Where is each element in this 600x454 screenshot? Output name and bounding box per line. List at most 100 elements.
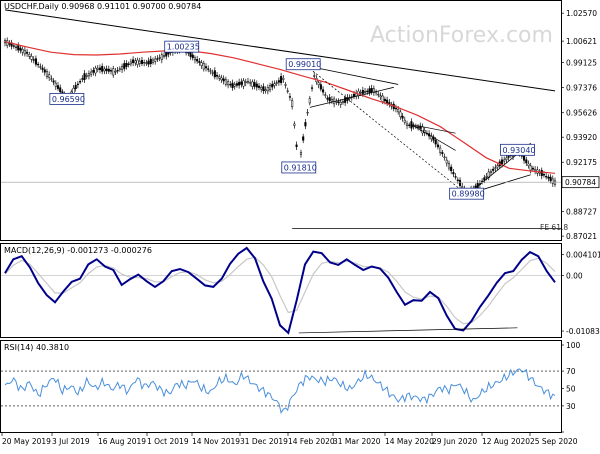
candle-body bbox=[59, 87, 62, 93]
candle-body bbox=[302, 136, 305, 141]
candle-body bbox=[379, 95, 382, 98]
candle-body bbox=[456, 179, 459, 181]
x-axis-label: 29 Jun 2020 bbox=[432, 437, 477, 446]
candle-body bbox=[165, 52, 168, 57]
candle-body bbox=[485, 176, 488, 178]
fib-label: FE 61.8 bbox=[540, 223, 568, 232]
candle-body bbox=[19, 47, 22, 51]
watermark: ActionForex.com bbox=[370, 23, 553, 48]
candle-body bbox=[255, 83, 258, 88]
x-axis-label: 25 Sep 2020 bbox=[530, 437, 578, 446]
candle-body bbox=[264, 89, 267, 92]
candle-body bbox=[193, 57, 197, 61]
candle-body bbox=[549, 176, 552, 181]
candle-body bbox=[156, 58, 159, 60]
candle-body bbox=[200, 62, 203, 66]
candle-body bbox=[454, 176, 457, 178]
candle-body bbox=[534, 169, 537, 172]
signal-line bbox=[4, 256, 556, 325]
candle-body bbox=[76, 83, 79, 86]
price-axis-label: 0.88727 bbox=[566, 208, 597, 217]
x-axis-label: 3 Jul 2019 bbox=[52, 437, 90, 446]
candle-body bbox=[299, 152, 303, 155]
candle-body bbox=[359, 92, 362, 94]
swing-label-box bbox=[500, 143, 535, 156]
last-price-tag-text: 0.90784 bbox=[565, 178, 596, 187]
candle-body bbox=[542, 173, 546, 176]
candle-body bbox=[553, 180, 557, 185]
macd-line bbox=[4, 246, 556, 335]
candle-body bbox=[132, 59, 135, 63]
x-axis-label: 14 Feb 2020 bbox=[288, 437, 335, 446]
price-axis-label: 0.97376 bbox=[566, 84, 597, 93]
candle-body bbox=[34, 58, 37, 65]
candle-body bbox=[262, 86, 265, 92]
rsi-axis-label: 50 bbox=[566, 385, 576, 394]
candle-body bbox=[253, 82, 256, 87]
candle-body bbox=[313, 75, 316, 77]
candle-body bbox=[492, 168, 495, 171]
candle-body bbox=[224, 79, 227, 85]
candle-body bbox=[441, 152, 444, 155]
candle-body bbox=[140, 60, 143, 64]
candle-body bbox=[361, 90, 364, 94]
candle-body bbox=[125, 63, 128, 67]
candle-body bbox=[23, 50, 26, 55]
candle-body bbox=[399, 111, 402, 117]
candle-body bbox=[344, 97, 347, 103]
candle-body bbox=[167, 52, 170, 55]
candle-body bbox=[244, 81, 247, 83]
candle-body bbox=[500, 159, 504, 165]
moving-average-line bbox=[4, 41, 556, 174]
candle-body bbox=[79, 81, 82, 83]
candle-body bbox=[284, 84, 287, 86]
candle-body bbox=[231, 82, 234, 89]
candle-body bbox=[527, 163, 530, 166]
candle-body bbox=[74, 85, 77, 89]
x-axis-label: 20 May 2019 bbox=[2, 437, 51, 446]
price-axis-label: 0.95626 bbox=[566, 109, 597, 118]
candle-body bbox=[147, 60, 150, 65]
candle-body bbox=[295, 144, 298, 147]
candle-body bbox=[251, 81, 254, 87]
axis-layer: 1.02570 1.00621 0.99125 0.97376 0.95626 0.939… bbox=[1, 9, 600, 446]
candle-body bbox=[445, 159, 448, 164]
rsi-axis-label: 30 bbox=[566, 402, 576, 411]
candle-body bbox=[50, 78, 53, 80]
candle-body bbox=[304, 122, 307, 127]
candle-body bbox=[123, 63, 126, 69]
candle-body bbox=[48, 74, 51, 78]
rsi-axis-label: 70 bbox=[566, 367, 576, 376]
candle-body bbox=[154, 58, 157, 62]
candle-body bbox=[90, 71, 93, 75]
candle-body bbox=[293, 123, 296, 126]
candle-body bbox=[403, 119, 406, 123]
rsi-layer bbox=[1, 368, 561, 414]
candle-body bbox=[138, 60, 141, 64]
candle-body bbox=[112, 68, 115, 76]
last-price-tag bbox=[561, 176, 600, 189]
x-axis-label: 12 Aug 2020 bbox=[482, 437, 530, 446]
candle-body bbox=[94, 67, 97, 74]
candle-body bbox=[275, 82, 278, 84]
swing-label-box bbox=[49, 93, 85, 105]
price-panel bbox=[0, 0, 562, 241]
candle-body bbox=[198, 61, 201, 63]
candle-body bbox=[98, 67, 102, 71]
candle-body bbox=[240, 81, 243, 85]
candle-body bbox=[26, 51, 29, 54]
candle-body bbox=[143, 62, 146, 64]
candle-body bbox=[271, 83, 274, 88]
candle-body bbox=[43, 69, 46, 73]
candle-body bbox=[151, 59, 155, 63]
price-layer: 1.00235 0.96590 0.99010 0.91810 0.93040 0.899… bbox=[1, 9, 561, 229]
candle-body bbox=[54, 82, 57, 87]
channel-dashed-line bbox=[309, 68, 461, 190]
candle-body bbox=[218, 76, 221, 79]
candle-body bbox=[405, 123, 409, 126]
candle-body bbox=[21, 49, 24, 53]
candle-body bbox=[220, 77, 223, 81]
candle-body bbox=[386, 99, 389, 104]
candle-body bbox=[430, 135, 433, 140]
